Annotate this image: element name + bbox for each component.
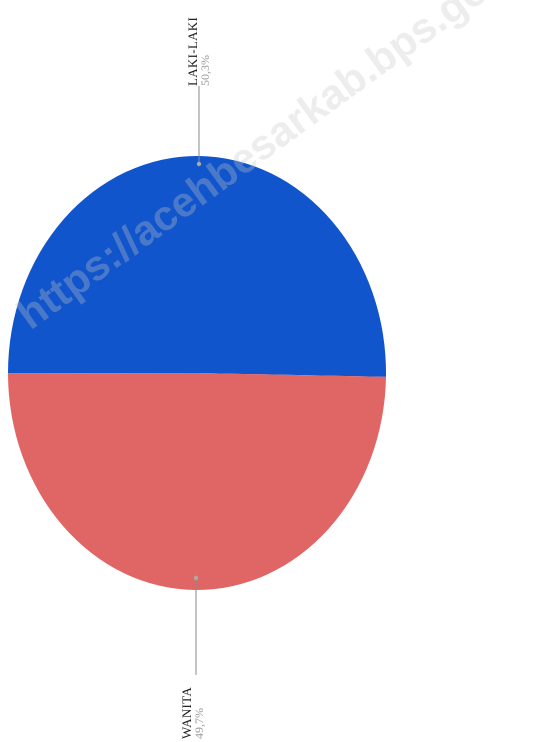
- slice-label-wanita: WANITA 49,7%: [179, 687, 206, 739]
- leader-line-laki-laki-dot: [196, 161, 202, 167]
- slice-value-wanita: 49,7%: [192, 708, 206, 739]
- slice-value-laki-laki: 50,3%: [198, 55, 212, 86]
- leader-line-wanita-dot: [193, 575, 199, 581]
- slice-label-laki-laki: LAKI-LAKI 50,3%: [185, 17, 212, 86]
- pie-slice-laki-laki[interactable]: [7, 156, 386, 377]
- pie-slice-wanita[interactable]: [8, 373, 386, 591]
